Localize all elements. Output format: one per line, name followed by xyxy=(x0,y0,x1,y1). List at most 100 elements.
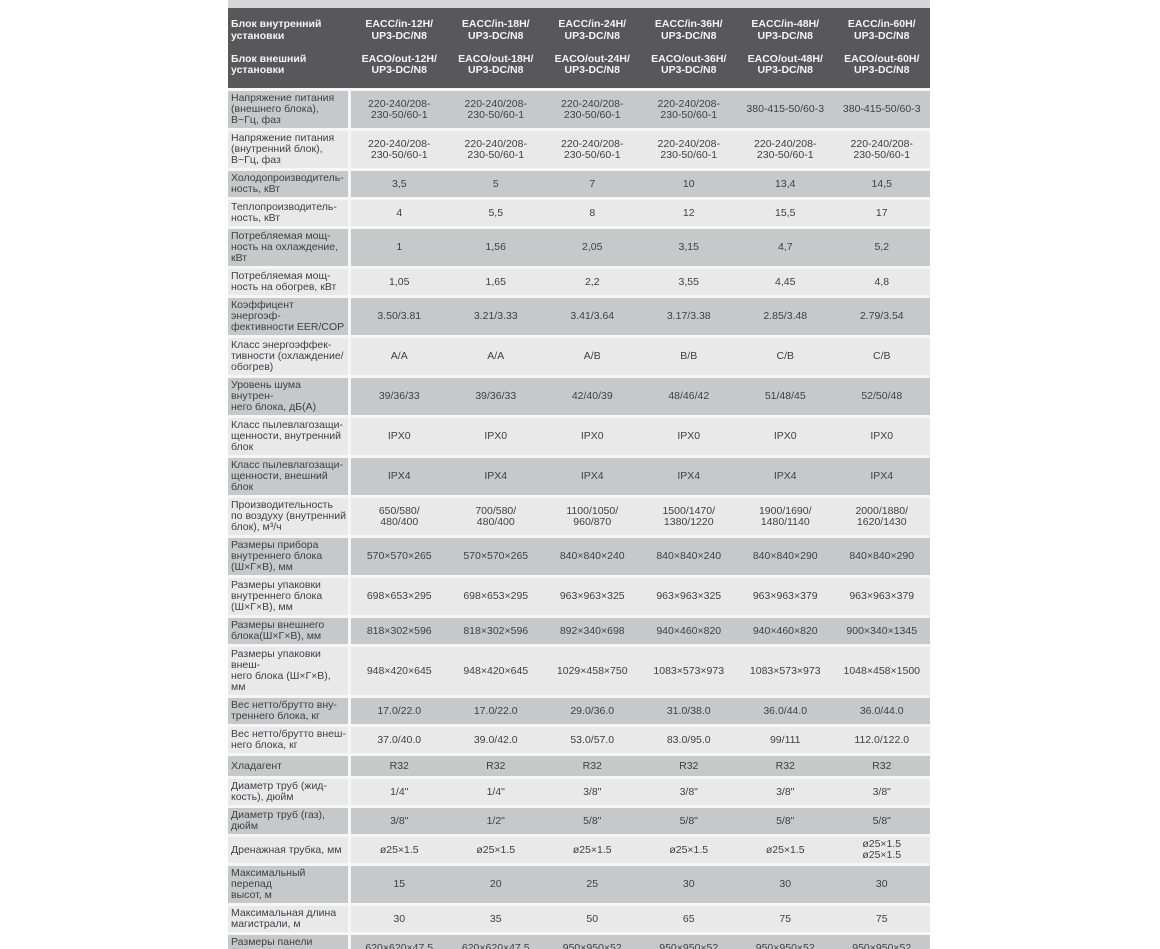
value-cell: IPX0 xyxy=(737,418,834,455)
header-row: Блок внешний установки EACO/out-12H/ UP3-… xyxy=(228,52,930,77)
value-cell: 950×950×52 xyxy=(544,935,641,949)
header-model-cell: EACC/in-36H/ UP3-DC/N8 xyxy=(654,18,723,42)
value-cell: 65 xyxy=(640,906,737,932)
value-cell: 48/46/42 xyxy=(640,378,737,415)
value-cell: IPX4 xyxy=(737,458,834,495)
value-cell: 14,5 xyxy=(833,171,930,197)
value-cell: 220-240/208- 230-50/60-1 xyxy=(351,91,448,128)
value-cell: 220-240/208- 230-50/60-1 xyxy=(447,131,544,168)
value-cell: 698×653×295 xyxy=(447,578,544,615)
value-cell: R32 xyxy=(737,756,834,776)
table-row: Размеры упаковки внеш- него блока (Ш×Г×В… xyxy=(228,647,930,695)
value-cell: 3,15 xyxy=(640,229,737,266)
value-cell: 380-415-50/60-3 xyxy=(737,91,834,128)
value-cell: 220-240/208- 230-50/60-1 xyxy=(640,91,737,128)
value-cell: 840×840×290 xyxy=(737,538,834,575)
row-label: Максимальный перепад высот, м xyxy=(228,866,348,903)
value-cell: 36.0/44.0 xyxy=(833,698,930,724)
row-label: Производительность по воздуху (внутренни… xyxy=(228,498,348,535)
value-cell: 15 xyxy=(351,866,448,903)
table-row: Максимальная длина магистрали, м 30 35 50 65… xyxy=(228,906,930,932)
row-label: Вес нетто/брутто вну- треннего блока, кг xyxy=(228,698,348,724)
value-cell: 1048×458×1500 xyxy=(833,647,930,695)
value-cell: 39.0/42.0 xyxy=(447,727,544,753)
table-body: Напряжение питания (внешнего блока), В~Г… xyxy=(228,88,930,949)
value-cell: 15,5 xyxy=(737,200,834,226)
value-cell: ø25×1.5 xyxy=(737,837,834,863)
value-cell: 7 xyxy=(544,171,641,197)
header-model-cell: EACO/out-36H/ UP3-DC/N8 xyxy=(651,52,727,77)
value-cell: 220-240/208- 230-50/60-1 xyxy=(447,91,544,128)
value-cell: 220-240/208- 230-50/60-1 xyxy=(351,131,448,168)
value-cell: 963×963×325 xyxy=(640,578,737,615)
value-cell: 818×302×596 xyxy=(447,618,544,644)
value-cell: 5/8" xyxy=(544,808,641,834)
header-model-cell: EACO/out-60H/ UP3-DC/N8 xyxy=(844,52,920,77)
row-label: Потребляемая мощ- ность на охлаждение, к… xyxy=(228,229,348,266)
value-cell: 13,4 xyxy=(737,171,834,197)
value-cell: 220-240/208- 230-50/60-1 xyxy=(737,131,834,168)
value-cell: ø25×1.5 xyxy=(544,837,641,863)
table-row: Коэффицент энергоэф- фективности EER/COP… xyxy=(228,298,930,335)
value-cell: 950×950×52 xyxy=(737,935,834,949)
header-row-label: Блок внешний установки xyxy=(231,52,307,77)
value-cell: 963×963×379 xyxy=(737,578,834,615)
value-cell: 4 xyxy=(351,200,448,226)
row-label: Холодопроизводитель- ность, кВт xyxy=(228,171,348,197)
row-label: Диаметр труб (жид- кость), дюйм xyxy=(228,779,348,805)
value-cell: IPX0 xyxy=(833,418,930,455)
value-cell: 698×653×295 xyxy=(351,578,448,615)
value-cell: 1500/1470/ 1380/1220 xyxy=(640,498,737,535)
value-cell: 3,55 xyxy=(640,269,737,295)
value-cell: 1/2" xyxy=(447,808,544,834)
row-label: Класс энергоэффек- тивности (охлаждение/… xyxy=(228,338,348,375)
table-row: Размеры панели (Ш×Г×В), мм620×620×47.562… xyxy=(228,935,930,949)
value-cell: 2.85/3.48 xyxy=(737,298,834,335)
value-cell: R32 xyxy=(447,756,544,776)
value-cell: 892×340×698 xyxy=(544,618,641,644)
value-cell: ø25×1.5 xyxy=(351,837,448,863)
value-cell: R32 xyxy=(640,756,737,776)
value-cell: 5 xyxy=(447,171,544,197)
value-cell: 900×340×1345 xyxy=(833,618,930,644)
table-row: Вес нетто/брутто вну- треннего блока, кг… xyxy=(228,698,930,724)
value-cell: 29.0/36.0 xyxy=(544,698,641,724)
value-cell: 30 xyxy=(640,866,737,903)
row-label: Размеры внешнего блока(Ш×Г×В), мм xyxy=(228,618,348,644)
value-cell: ø25×1.5 xyxy=(640,837,737,863)
row-label: Размеры упаковки внутреннего блока (Ш×Г×… xyxy=(228,578,348,615)
spec-table: Блок внутренний установки EACC/in-12H/ UP… xyxy=(228,0,930,949)
value-cell: A/A xyxy=(351,338,448,375)
row-label: Теплопроизводитель- ность, кВт xyxy=(228,200,348,226)
value-cell: 52/50/48 xyxy=(833,378,930,415)
value-cell: 840×840×290 xyxy=(833,538,930,575)
value-cell: 220-240/208- 230-50/60-1 xyxy=(544,131,641,168)
value-cell: 3/8" xyxy=(544,779,641,805)
value-cell: 950×950×52 xyxy=(833,935,930,949)
row-label: Размеры панели (Ш×Г×В), мм xyxy=(228,935,348,949)
value-cell: 5,2 xyxy=(833,229,930,266)
value-cell: 12 xyxy=(640,200,737,226)
value-cell: 2000/1880/ 1620/1430 xyxy=(833,498,930,535)
value-cell: 1,56 xyxy=(447,229,544,266)
row-label: Напряжение питания (внутренний блок), В~… xyxy=(228,131,348,168)
value-cell: 1900/1690/ 1480/1140 xyxy=(737,498,834,535)
header-model-cell: EACC/in-60H/ UP3-DC/N8 xyxy=(847,18,916,42)
value-cell: 3.21/3.33 xyxy=(447,298,544,335)
table-header: Блок внутренний установки EACC/in-12H/ UP… xyxy=(228,8,930,88)
value-cell: 570×570×265 xyxy=(447,538,544,575)
value-cell: IPX4 xyxy=(351,458,448,495)
value-cell: 53.0/57.0 xyxy=(544,727,641,753)
value-cell: IPX0 xyxy=(544,418,641,455)
value-cell: C/B xyxy=(737,338,834,375)
value-cell: 1,05 xyxy=(351,269,448,295)
value-cell: 37.0/40.0 xyxy=(351,727,448,753)
value-cell: 948×420×645 xyxy=(447,647,544,695)
value-cell: 112.0/122.0 xyxy=(833,727,930,753)
header-model-cell: EACC/in-24H/ UP3-DC/N8 xyxy=(558,18,627,42)
table-row: Диаметр труб (жид- кость), дюйм 1/4" 1/4" 3… xyxy=(228,779,930,805)
value-cell: 220-240/208- 230-50/60-1 xyxy=(544,91,641,128)
value-cell: IPX0 xyxy=(447,418,544,455)
row-label: Размеры упаковки внеш- него блока (Ш×Г×В… xyxy=(228,647,348,695)
value-cell: 4,7 xyxy=(737,229,834,266)
